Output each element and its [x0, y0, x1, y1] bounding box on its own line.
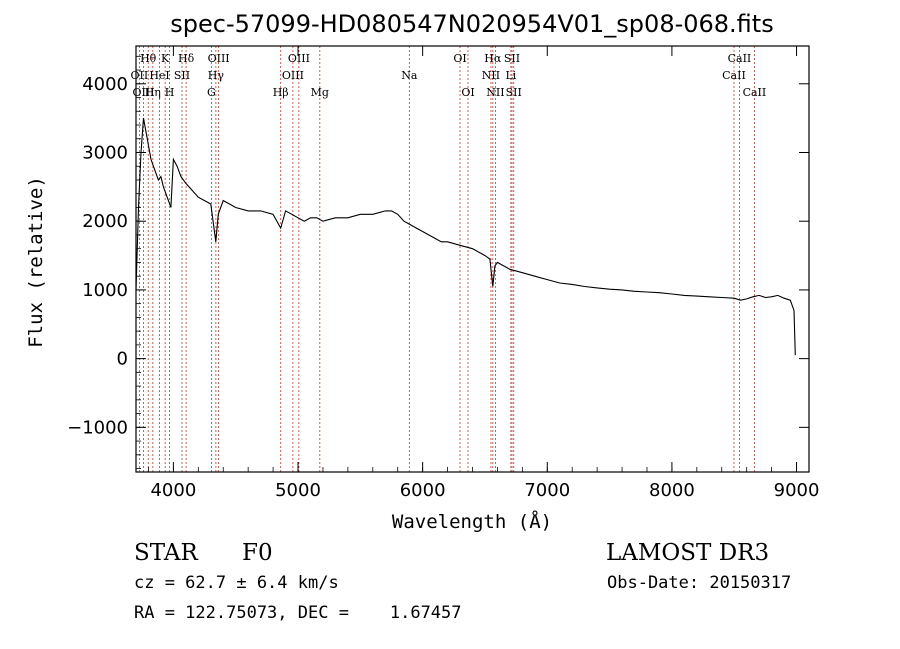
line-label: NII	[486, 86, 504, 99]
line-label: K	[161, 52, 170, 65]
x-tick-label: 8000	[649, 480, 695, 501]
line-label: OI	[461, 86, 474, 99]
chart-title: spec-57099-HD080547N020954V01_sp08-068.f…	[170, 10, 773, 38]
line-label: OI	[453, 52, 466, 65]
y-tick-label: −1000	[67, 417, 128, 438]
x-tick-label: 5000	[275, 480, 321, 501]
line-label: OIII	[132, 86, 154, 99]
spectrum-line	[135, 118, 796, 356]
line-label: Hη	[145, 86, 161, 99]
y-tick-label: 2000	[82, 211, 128, 232]
x-tick-label: 4000	[150, 480, 196, 501]
line-label: CaII	[743, 86, 767, 99]
x-axis-label: Wavelength (Å)	[392, 510, 552, 533]
y-tick-label: 3000	[82, 143, 128, 164]
plot-frame	[135, 45, 810, 473]
y-tick-label: 4000	[82, 74, 128, 95]
line-label: Li	[505, 69, 516, 82]
line-label: Hθ	[140, 52, 157, 65]
x-tick-label: 6000	[400, 480, 446, 501]
line-label: CaII	[728, 52, 752, 65]
object-subclass: F0	[242, 540, 273, 566]
redshift-value: cz = 62.7 ± 6.4 km/s	[134, 573, 339, 593]
line-label: Hα	[484, 52, 502, 65]
observation-date: Obs-Date: 20150317	[607, 573, 792, 593]
y-axis-label: Flux (relative)	[25, 176, 47, 348]
y-tick-label: 0	[117, 349, 128, 370]
x-tick-label: 9000	[774, 480, 820, 501]
line-label: Hγ	[208, 69, 225, 82]
line-label: G	[207, 86, 216, 99]
y-tick-label: 1000	[82, 280, 128, 301]
line-label: Hβ	[273, 86, 289, 99]
line-label: Na	[401, 69, 418, 82]
coordinates: RA = 122.75073, DEC = 1.67457	[134, 603, 462, 623]
line-label: OIII	[282, 69, 304, 82]
object-class: STAR	[134, 540, 198, 566]
line-label: OIII	[208, 52, 230, 65]
line-label: OIII	[288, 52, 310, 65]
x-tick-label: 7000	[524, 480, 570, 501]
line-label: NII	[482, 69, 500, 82]
line-label: CaII	[722, 69, 746, 82]
line-label: SII	[174, 69, 190, 82]
line-label: HeI	[149, 69, 169, 82]
survey-name: LAMOST DR3	[606, 540, 770, 566]
line-label: OII	[131, 69, 149, 82]
line-label: SII	[504, 52, 520, 65]
line-label: Mg	[311, 86, 329, 99]
line-label: Hδ	[178, 52, 195, 65]
line-label: SII	[506, 86, 522, 99]
line-label: H	[165, 86, 175, 99]
